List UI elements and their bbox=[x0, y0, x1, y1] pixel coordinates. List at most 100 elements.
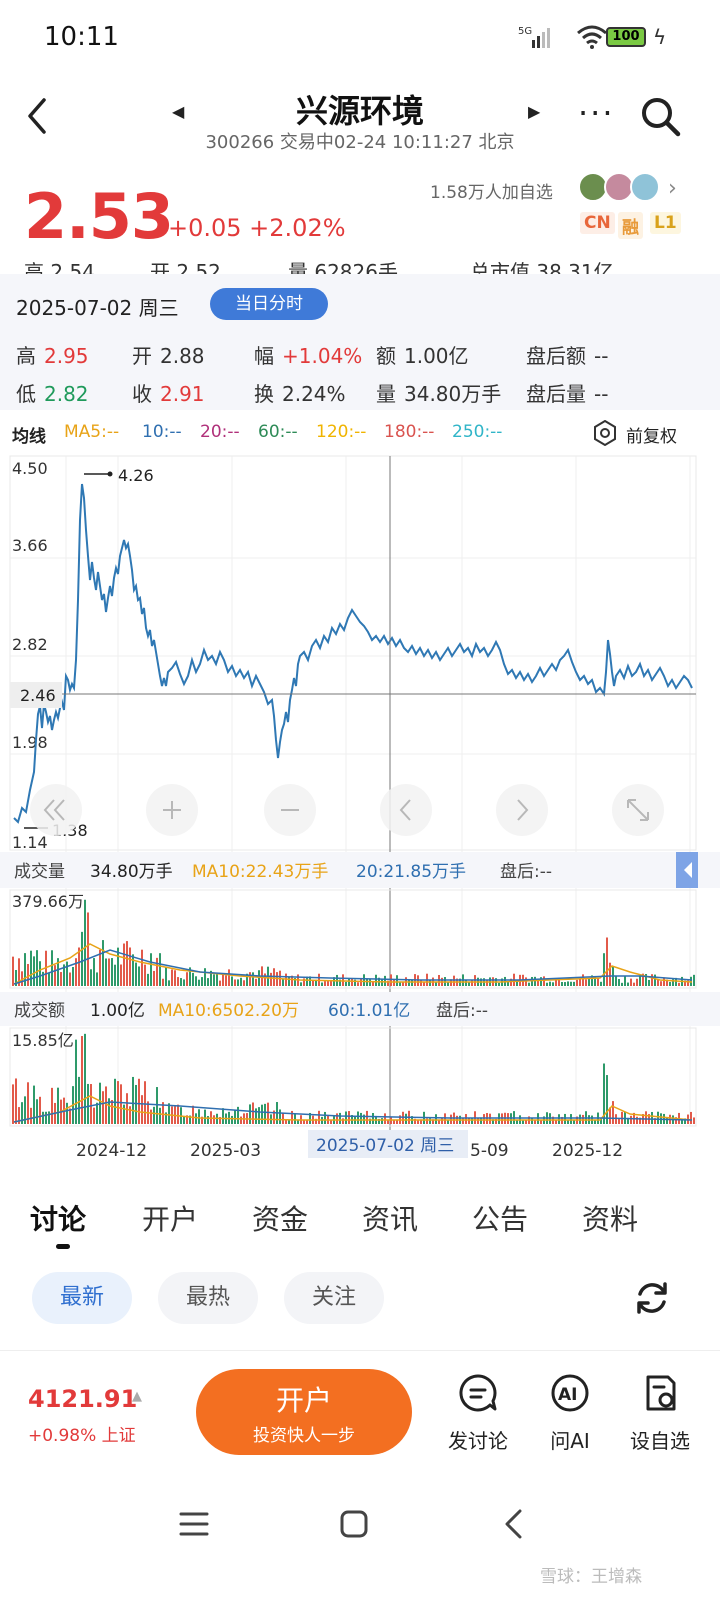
quote-summary-row: 高 2.54 开 2.52 量 62826手 总市值 38.31亿 bbox=[0, 256, 720, 274]
volume-after: 盘后:-- bbox=[500, 862, 552, 882]
volume-bar bbox=[171, 969, 173, 986]
charging-icon: ϟ bbox=[653, 25, 667, 49]
add-watchlist-button[interactable]: 设自选 bbox=[620, 1373, 700, 1463]
menu-icon[interactable] bbox=[178, 1508, 210, 1540]
volume-bar bbox=[399, 982, 401, 986]
tab-announcements[interactable]: 公告 bbox=[472, 1203, 529, 1236]
double-left-icon[interactable] bbox=[30, 784, 82, 836]
follower-avatars[interactable] bbox=[578, 172, 662, 204]
volume-bar bbox=[576, 979, 578, 986]
volume-bar bbox=[195, 976, 197, 986]
volume-bar bbox=[78, 1076, 80, 1124]
intraday-button[interactable]: 当日分时 bbox=[210, 288, 328, 320]
volume-bar bbox=[588, 978, 590, 986]
volume-bar bbox=[657, 1111, 659, 1124]
more-icon[interactable]: ··· bbox=[578, 94, 615, 132]
home-icon[interactable] bbox=[338, 1508, 370, 1540]
tag-l1[interactable]: L1 bbox=[650, 212, 681, 234]
tab-news[interactable]: 资讯 bbox=[362, 1203, 419, 1236]
zoom-in-icon[interactable] bbox=[146, 784, 198, 836]
volume-bar bbox=[330, 979, 332, 986]
tab-discussion[interactable]: 讨论 bbox=[30, 1203, 87, 1236]
open-account-button[interactable]: 开户 投资快人一步 bbox=[196, 1369, 412, 1455]
volume-bar bbox=[75, 1039, 77, 1124]
tab-funds[interactable]: 资金 bbox=[252, 1203, 309, 1236]
volume-bar bbox=[495, 1118, 497, 1124]
volume-bar bbox=[123, 1104, 125, 1124]
followers-count[interactable]: 1.58万人加自选 bbox=[430, 183, 553, 203]
volume-bar bbox=[471, 979, 473, 986]
volume-ma10-line bbox=[13, 943, 693, 985]
volume-bar bbox=[84, 1033, 86, 1124]
volume-bar bbox=[300, 982, 302, 986]
volume-bar bbox=[447, 1119, 449, 1124]
fullscreen-icon[interactable] bbox=[612, 784, 664, 836]
volume-bar bbox=[12, 956, 14, 986]
volume-bar bbox=[273, 1110, 275, 1124]
stock-chart[interactable]: 4.50 3.66 2.82 1.98 1.14 4.26 1.38 2.46 bbox=[0, 450, 720, 1170]
fuquan-label[interactable]: 前复权 bbox=[626, 427, 677, 447]
volume-bar bbox=[675, 977, 677, 986]
ma-legend[interactable]: 均线 MA5:-- 10:-- 20:-- 60:-- 120:-- 180:-… bbox=[0, 414, 720, 450]
volume-bar bbox=[510, 978, 512, 986]
volume-bar bbox=[321, 982, 323, 986]
volume-bar bbox=[150, 1109, 152, 1124]
volume-bar bbox=[552, 982, 554, 986]
max-price-label: 4.26 bbox=[118, 466, 154, 485]
wifi-icon bbox=[577, 25, 607, 49]
prev-stock-icon[interactable]: ◀ bbox=[172, 102, 185, 121]
volume-bar bbox=[369, 1118, 371, 1124]
index-value[interactable]: 4121.91 bbox=[28, 1385, 138, 1413]
next-stock-icon[interactable]: ▶ bbox=[528, 102, 541, 121]
tag-margin[interactable]: 融 bbox=[618, 212, 643, 239]
volume-bar bbox=[15, 970, 17, 986]
nav-back-icon[interactable] bbox=[498, 1508, 530, 1540]
volume-bar bbox=[357, 1111, 359, 1124]
adjust-settings-icon[interactable] bbox=[592, 420, 618, 446]
volume-bar bbox=[486, 980, 488, 986]
volume-bar bbox=[309, 1112, 311, 1124]
volume-bar bbox=[534, 1119, 536, 1124]
ask-ai-button[interactable]: AI 问AI bbox=[530, 1373, 610, 1463]
tab-profile[interactable]: 资料 bbox=[582, 1203, 639, 1236]
tab-open-account[interactable]: 开户 bbox=[142, 1203, 199, 1236]
chevron-right-icon[interactable]: › bbox=[668, 176, 677, 201]
scroll-right-icon[interactable] bbox=[496, 784, 548, 836]
scroll-left-icon[interactable] bbox=[380, 784, 432, 836]
volume-bar bbox=[567, 981, 569, 986]
filter-latest[interactable]: 最新 bbox=[32, 1272, 132, 1324]
zoom-out-icon[interactable] bbox=[264, 784, 316, 836]
ma20-value: 20:-- bbox=[200, 422, 240, 442]
volume-bar bbox=[675, 1117, 677, 1124]
back-icon[interactable] bbox=[22, 94, 52, 138]
watchlist-icon bbox=[646, 1375, 676, 1411]
summary-market-cap: 总市值 38.31亿 bbox=[470, 260, 614, 274]
volume-bar bbox=[57, 958, 59, 986]
crosshair-value-box bbox=[10, 682, 62, 708]
volume-bar bbox=[84, 899, 86, 986]
volume-bar bbox=[267, 1102, 269, 1124]
search-icon[interactable] bbox=[638, 94, 682, 138]
volume-bar bbox=[39, 1096, 41, 1124]
volume-bar bbox=[609, 1107, 611, 1124]
summary-high: 高 2.54 bbox=[24, 260, 95, 274]
ma180-value: 180:-- bbox=[384, 422, 435, 442]
volume-bar bbox=[150, 953, 152, 986]
volume-bar bbox=[627, 1117, 629, 1124]
volume-bar bbox=[123, 943, 125, 986]
index-change[interactable]: +0.98% 上证 bbox=[28, 1426, 136, 1446]
volume-bar bbox=[237, 1106, 239, 1124]
tag-cn[interactable]: CN bbox=[580, 212, 615, 234]
amount-label: 成交额 bbox=[14, 1001, 65, 1021]
filter-hottest[interactable]: 最热 bbox=[158, 1272, 258, 1324]
volume-bar bbox=[75, 958, 77, 986]
open-account-title: 开户 bbox=[275, 1384, 332, 1417]
post-discussion-button[interactable]: 发讨论 bbox=[438, 1373, 518, 1463]
volume-bar bbox=[243, 980, 245, 986]
refresh-icon[interactable] bbox=[632, 1278, 672, 1318]
volume-bar bbox=[165, 1112, 167, 1124]
volume-bar bbox=[186, 972, 188, 986]
volume-bar bbox=[651, 974, 653, 986]
page-subtitle: 300266 交易中02-24 10:11:27 北京 bbox=[205, 132, 515, 153]
filter-following[interactable]: 关注 bbox=[284, 1272, 384, 1324]
